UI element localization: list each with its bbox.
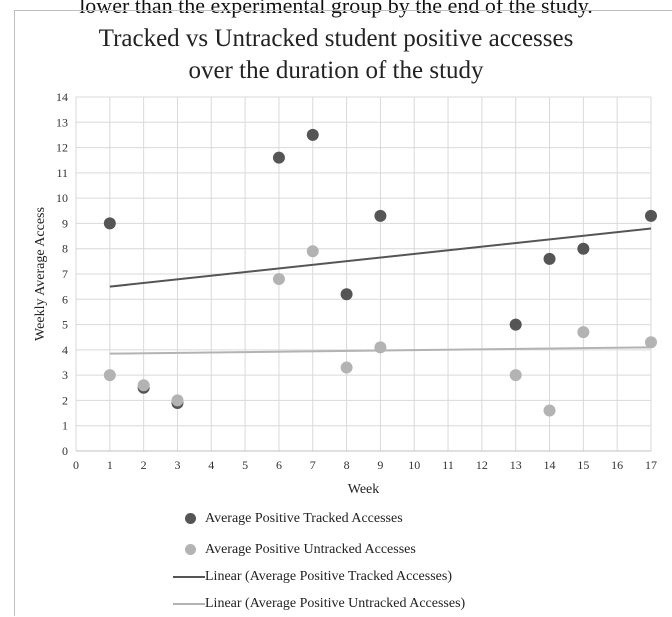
tracked-data-point [645,209,657,222]
legend-marker-tracked [185,513,196,524]
y-tick-label: 3 [62,368,68,382]
chart-title-line-1: Tracked vs Untracked student positive ac… [98,25,574,52]
tracked-data-point [543,252,556,265]
untracked-data-point [340,361,353,374]
y-tick-label: 12 [56,141,68,155]
x-tick-label: 1 [107,458,113,472]
x-tick-label: 10 [408,458,420,472]
x-tick-label: 0 [73,458,79,472]
legend-item-tracked-trend: Linear (Average Positive Tracked Accesse… [173,569,452,585]
y-tick-label: 13 [56,115,68,129]
x-tick-label: 5 [242,458,248,472]
untracked-data-point [137,379,150,392]
tracked-data-point [306,128,319,141]
tracked-data-point [577,242,590,255]
x-tick-label: 16 [611,458,623,472]
chart-title-line-2: over the duration of the study [188,57,484,84]
legend-item-tracked: Average Positive Tracked Accesses [185,511,403,527]
legend-label-untracked: Average Positive Untracked Accesses [205,542,416,557]
y-tick-label: 14 [56,90,68,104]
untracked-data-point [645,336,657,349]
x-tick-label: 9 [377,458,383,472]
x-tick-label: 2 [141,458,147,472]
tracked-data-point [374,209,387,222]
tracked-data-point [340,288,353,301]
x-tick-label: 15 [577,458,589,472]
y-tick-label: 6 [62,292,68,306]
x-tick-label: 17 [645,458,657,472]
page-caption-fragment: lower than the experimental group by the… [79,0,593,18]
legend-label-untracked-trend: Linear (Average Positive Untracked Acces… [205,596,466,611]
legend-item-untracked-trend: Linear (Average Positive Untracked Acces… [173,596,466,612]
x-tick-label: 3 [174,458,180,472]
x-tick-label: 8 [344,458,350,472]
y-tick-label: 1 [62,419,68,433]
legend-label-tracked: Average Positive Tracked Accesses [205,511,403,526]
y-tick-label: 0 [62,444,68,458]
y-tick-label: 8 [62,242,68,256]
y-axis-title: Weekly Average Access [33,207,48,341]
x-tick-label: 14 [544,458,556,472]
x-tick-label: 13 [510,458,522,472]
untracked-data-point [272,273,285,286]
x-tick-label: 12 [476,458,488,472]
untracked-data-point [171,394,184,407]
y-tick-label: 2 [62,393,68,407]
untracked-data-point [577,326,590,339]
y-tick-label: 7 [62,267,68,281]
y-tick-label: 4 [62,343,68,357]
y-tick-label: 11 [56,166,68,180]
untracked-data-point [374,341,387,354]
legend-marker-untracked [185,544,196,555]
tracked-data-point [103,217,116,230]
chart-frame [14,10,672,616]
tracked-data-point [272,151,285,164]
trendline-series-2 [109,227,652,288]
x-tick-label: 11 [442,458,454,472]
untracked-data-point [103,369,116,382]
tracked-data-point [509,318,522,331]
legend-line-untracked-trend [173,603,205,605]
untracked-data-point [543,404,556,417]
x-tick-label: 6 [276,458,282,472]
y-tick-label: 5 [62,318,68,332]
x-tick-label: 7 [310,458,316,472]
untracked-data-point [509,369,522,382]
untracked-data-point [306,245,319,258]
legend-line-tracked-trend [173,576,205,578]
legend-item-untracked: Average Positive Untracked Accesses [185,542,416,558]
x-tick-label: 4 [208,458,214,472]
x-axis-title: Week [348,482,380,497]
y-tick-label: 10 [56,191,68,205]
y-tick-label: 9 [62,216,68,230]
legend-label-tracked-trend: Linear (Average Positive Tracked Accesse… [205,569,452,584]
